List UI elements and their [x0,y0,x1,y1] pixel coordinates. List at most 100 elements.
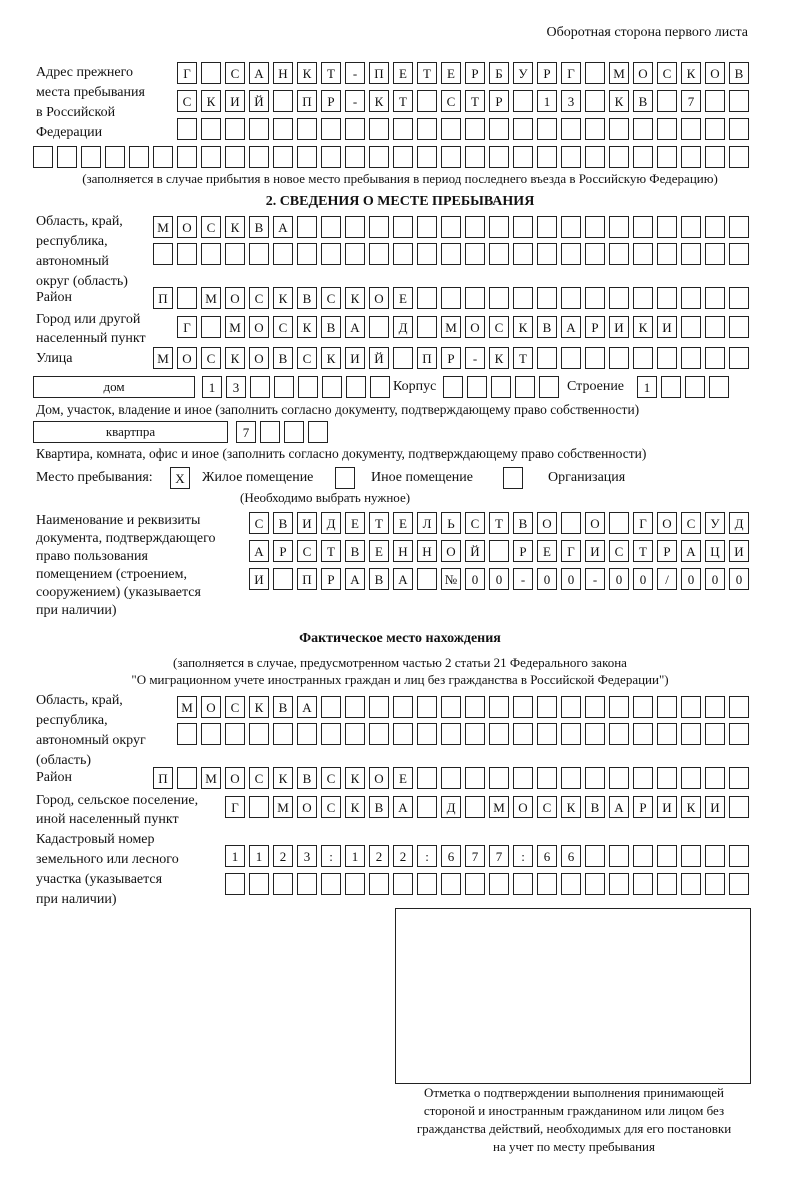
char-cell[interactable]: О [513,796,533,818]
char-cell[interactable]: И [609,316,629,338]
char-cell[interactable]: 7 [465,845,485,867]
char-cell[interactable] [609,216,629,238]
char-cell[interactable] [417,767,437,789]
char-cell[interactable]: Г [633,512,653,534]
char-cell[interactable] [585,118,605,140]
char-cell[interactable] [33,146,53,168]
char-cell[interactable] [633,873,653,895]
char-cell[interactable]: 1 [202,376,222,398]
char-cell[interactable] [321,696,341,718]
char-cell[interactable] [369,873,389,895]
char-cell[interactable]: С [297,540,317,562]
char-cell[interactable] [561,146,581,168]
char-cell[interactable] [369,316,389,338]
char-cell[interactable]: С [273,316,293,338]
char-cell[interactable] [729,723,749,745]
char-cell[interactable] [441,118,461,140]
char-cell[interactable] [489,118,509,140]
char-cell[interactable]: Ц [705,540,725,562]
char-cell[interactable] [441,723,461,745]
char-cell[interactable]: К [225,347,245,369]
char-cell[interactable] [609,767,629,789]
char-cell[interactable]: М [201,287,221,309]
char-cell[interactable]: Е [345,512,365,534]
char-cell[interactable]: С [321,767,341,789]
char-cell[interactable] [177,146,197,168]
char-cell[interactable]: О [225,767,245,789]
char-cell[interactable] [705,873,725,895]
char-cell[interactable]: А [393,568,413,590]
char-cell[interactable]: О [369,287,389,309]
char-cell[interactable]: А [393,796,413,818]
char-cell[interactable] [513,146,533,168]
char-cell[interactable] [561,243,581,265]
char-cell[interactable]: С [225,696,245,718]
char-cell[interactable] [393,873,413,895]
char-cell[interactable] [585,243,605,265]
char-cell[interactable]: М [609,62,629,84]
char-cell[interactable]: В [297,287,317,309]
char-cell[interactable] [177,287,197,309]
char-cell[interactable]: А [297,696,317,718]
char-cell[interactable]: Т [321,62,341,84]
char-cell[interactable]: С [201,347,221,369]
region-row-2[interactable] [153,243,749,265]
char-cell[interactable] [369,243,389,265]
option-checkbox-residential[interactable]: X [170,467,190,489]
char-cell[interactable] [657,287,677,309]
char-cell[interactable] [609,723,629,745]
char-cell[interactable] [273,568,293,590]
char-cell[interactable]: В [249,216,269,238]
korpus-row[interactable] [443,376,559,398]
char-cell[interactable] [369,696,389,718]
char-cell[interactable] [561,347,581,369]
char-cell[interactable] [537,118,557,140]
char-cell[interactable]: 3 [561,90,581,112]
char-cell[interactable] [633,723,653,745]
char-cell[interactable]: П [153,287,173,309]
char-cell[interactable]: Р [321,90,341,112]
char-cell[interactable] [273,873,293,895]
char-cell[interactable] [585,845,605,867]
char-cell[interactable] [201,723,221,745]
char-cell[interactable]: О [465,316,485,338]
char-cell[interactable] [322,376,342,398]
char-cell[interactable] [489,540,509,562]
char-cell[interactable]: Р [273,540,293,562]
char-cell[interactable]: С [465,512,485,534]
char-cell[interactable] [129,146,149,168]
char-cell[interactable] [513,90,533,112]
char-cell[interactable]: П [153,767,173,789]
char-cell[interactable] [513,723,533,745]
char-cell[interactable] [441,873,461,895]
char-cell[interactable] [465,796,485,818]
char-cell[interactable]: № [441,568,461,590]
char-cell[interactable] [709,376,729,398]
char-cell[interactable] [491,376,511,398]
char-cell[interactable] [633,845,653,867]
char-cell[interactable] [729,216,749,238]
char-cell[interactable] [729,243,749,265]
char-cell[interactable] [609,118,629,140]
char-cell[interactable] [393,347,413,369]
char-cell[interactable]: 7 [236,421,256,443]
char-cell[interactable] [441,767,461,789]
char-cell[interactable]: Р [513,540,533,562]
char-cell[interactable]: Л [417,512,437,534]
char-cell[interactable]: В [633,90,653,112]
char-cell[interactable]: И [345,347,365,369]
char-cell[interactable] [57,146,77,168]
char-cell[interactable]: К [297,62,317,84]
char-cell[interactable] [681,767,701,789]
char-cell[interactable] [201,243,221,265]
char-cell[interactable] [661,376,681,398]
char-cell[interactable] [633,696,653,718]
char-cell[interactable] [417,568,437,590]
char-cell[interactable] [249,796,269,818]
char-cell[interactable]: М [273,796,293,818]
char-cell[interactable]: О [657,512,677,534]
char-cell[interactable]: О [585,512,605,534]
